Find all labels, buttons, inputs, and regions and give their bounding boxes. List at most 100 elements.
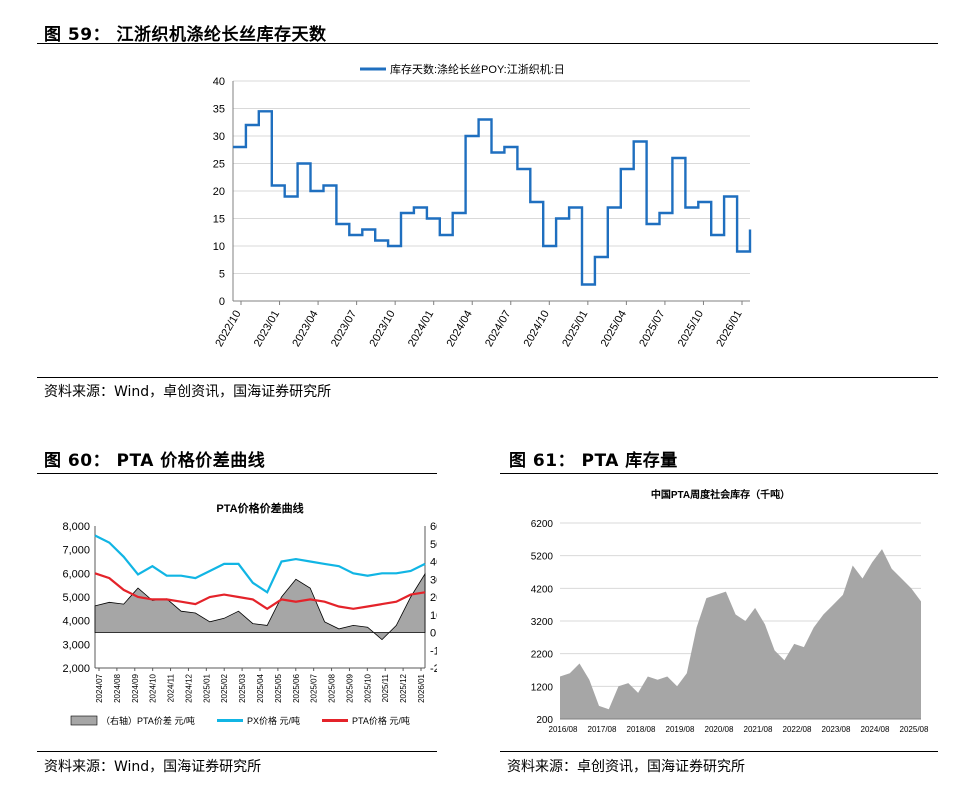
y-left-tick-label: 7,000 [62, 545, 90, 557]
x-tick-label: 2024/08 [113, 673, 122, 702]
x-tick-label: 2020/08 [705, 725, 734, 734]
y-tick-label: 40 [213, 76, 225, 88]
series-area-pta-spread [94, 572, 426, 641]
legend-label: PTA价格 元/吨 [352, 715, 410, 726]
y-left-tick-label: 6,000 [62, 568, 90, 580]
legend-swatch [70, 715, 98, 726]
y-right-tick-label: 100 [430, 610, 437, 622]
x-tick-label: 2025/12 [399, 673, 408, 702]
y-right-tick-label: 600 [430, 521, 437, 533]
x-tick-label: 2025/01 [202, 673, 211, 702]
x-tick-label: 2025/07 [637, 309, 667, 349]
y-tick-label: 4200 [531, 584, 554, 595]
y-tick-label: 5200 [531, 552, 554, 563]
series-line-px-price [94, 534, 426, 594]
y-right-tick-label: -200 [430, 663, 437, 675]
y-tick-label: 0 [219, 296, 225, 308]
x-tick-label: 2025/09 [345, 673, 354, 702]
y-right-tick-label: 500 [430, 539, 437, 551]
x-tick-label: 2025/08 [328, 673, 337, 702]
fig61-title: 图 61： PTA 库存量 [509, 451, 678, 471]
x-tick-label: 2025/10 [363, 673, 372, 702]
inventory-days-chart: 0 5 10 15 20 25 30 35 40 2022/10 2023/01 2023/04 202… [213, 62, 752, 349]
x-tick-label: 2025/10 [676, 309, 706, 349]
y-left-tick-label: 2,000 [62, 663, 90, 675]
x-tick-label: 2019/08 [666, 725, 695, 734]
fig59-source: 资料来源：Wind，卓创资讯，国海证券研究所 [44, 384, 332, 400]
fig60-source: 资料来源：Wind，国海证券研究所 [44, 759, 262, 775]
x-tick-label: 2023/08 [822, 725, 851, 734]
x-tick-label: 2023/07 [329, 309, 359, 349]
y-left-tick-label: 8,000 [62, 521, 90, 533]
x-tick-label: 2016/08 [549, 725, 578, 734]
y-tick-label: 15 [213, 214, 225, 226]
y-left-tick-label: 3,000 [62, 639, 90, 651]
chart-title: PTA价格价差曲线 [216, 501, 303, 515]
x-tick-label: 2025/04 [256, 673, 265, 702]
x-tick-label: 2018/08 [627, 725, 656, 734]
x-tick-label: 2022/10 [213, 309, 243, 349]
y-tick-label: 200 [536, 715, 553, 726]
legend-label: 库存天数:涤纶长丝POY:江浙织机:日 [390, 62, 565, 76]
fig60-title-rule [37, 473, 437, 474]
series-area-pta-inventory [560, 549, 921, 719]
x-tick-label: 2024/09 [131, 673, 140, 702]
chart-title: 中国PTA周度社会库存（千吨） [651, 488, 790, 501]
x-tick-label: 2023/04 [290, 309, 320, 349]
x-tick-label: 2025/02 [220, 673, 229, 702]
x-tick-label: 2023/10 [367, 309, 397, 349]
y-tick-label: 30 [213, 131, 225, 143]
x-tick-label: 2025/01 [560, 309, 590, 349]
y-tick-label: 6200 [531, 519, 554, 530]
fig61-title-rule [500, 473, 938, 474]
fig59-title: 图 59： 江浙织机涤纶长丝库存天数 [44, 25, 327, 45]
y-left-tick-label: 4,000 [62, 616, 90, 628]
legend-label: （右轴）PTA价差 元/吨 [101, 715, 195, 726]
y-tick-label: 35 [213, 104, 225, 116]
x-tick-label: 2024/01 [406, 309, 436, 349]
x-tick-label: 2024/04 [445, 309, 475, 349]
fig59-title-rule [37, 43, 938, 44]
legend-label: PX价格 元/吨 [247, 715, 300, 726]
fig61-source-rule [500, 751, 938, 752]
y-tick-label: 25 [213, 159, 225, 171]
x-tick-label: 2024/10 [522, 309, 552, 349]
y-right-tick-label: 200 [430, 592, 437, 604]
x-tick-label: 2025/03 [238, 673, 247, 702]
y-right-tick-label: -100 [430, 645, 437, 657]
x-tick-label: 2024/12 [184, 673, 193, 702]
x-tick-label: 2017/08 [588, 725, 617, 734]
y-tick-label: 1200 [531, 682, 554, 693]
fig60-title: 图 60： PTA 价格价差曲线 [44, 451, 266, 471]
y-right-tick-label: 400 [430, 557, 437, 569]
pta-price-spread-chart: PTA价格价差曲线 2,000 3,000 4,000 5,000 6,000 7,000 8… [62, 501, 437, 726]
x-tick-label: 2025/05 [274, 673, 283, 702]
x-tick-label: 2026/01 [714, 309, 744, 349]
y-left-tick-label: 5,000 [62, 592, 90, 604]
x-tick-label: 2024/07 [483, 309, 513, 349]
x-tick-label: 2023/01 [252, 309, 282, 349]
x-tick-label: 2025/08 [900, 725, 929, 734]
y-tick-label: 20 [213, 186, 225, 198]
x-tick-label: 2024/08 [861, 725, 890, 734]
pta-inventory-chart: 中国PTA周度社会库存（千吨） 200 1200 2200 3200 4200 5200 62… [531, 488, 929, 734]
y-tick-label: 10 [213, 241, 225, 253]
y-tick-label: 5 [219, 269, 225, 281]
x-tick-label: 2024/07 [95, 673, 104, 702]
x-tick-label: 2024/10 [149, 673, 158, 702]
y-tick-label: 3200 [531, 617, 554, 628]
y-tick-label: 2200 [531, 650, 554, 661]
x-tick-label: 2021/08 [744, 725, 773, 734]
x-tick-label: 2025/04 [599, 309, 629, 349]
x-tick-label: 2026/01 [417, 673, 426, 702]
x-tick-label: 2025/06 [292, 673, 301, 702]
fig60-source-rule [37, 751, 437, 752]
y-right-tick-label: 300 [430, 574, 437, 586]
fig61-source: 资料来源：卓创资讯，国海证券研究所 [507, 759, 745, 775]
fig59-source-rule [37, 377, 938, 378]
x-tick-label: 2022/08 [783, 725, 812, 734]
x-tick-label: 2025/07 [310, 673, 319, 702]
y-right-tick-label: 0 [430, 628, 436, 640]
series-line-pta-price [94, 572, 426, 611]
x-tick-label: 2025/11 [381, 673, 390, 702]
